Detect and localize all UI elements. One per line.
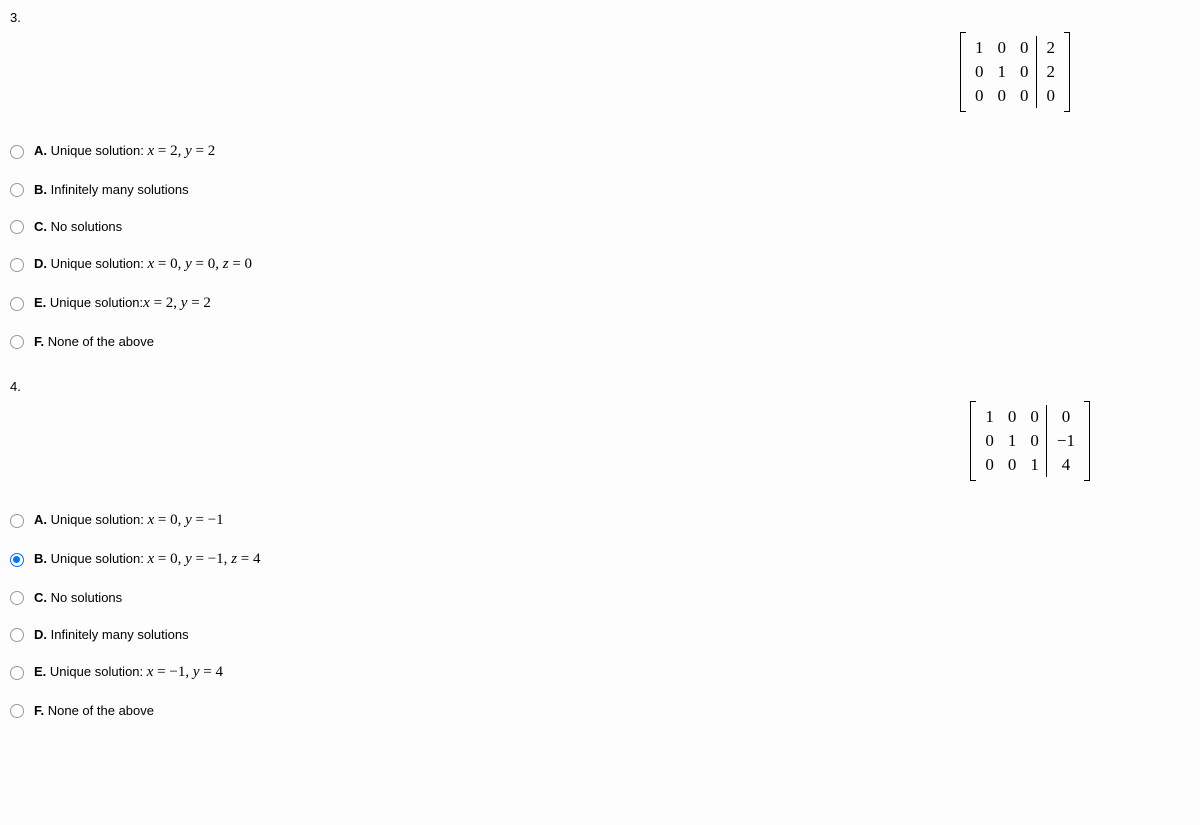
option-text: None of the above	[44, 703, 154, 718]
matrix-cell: 0	[1013, 84, 1036, 108]
option-label: A. Unique solution: x = 0, y = −1	[34, 512, 224, 529]
option-label: B. Unique solution: x = 0, y = −1, z = 4	[34, 551, 261, 568]
option-math: x = 0, y = 0, z = 0	[147, 256, 252, 272]
option-label: C. No solutions	[34, 590, 122, 605]
question-block: 3.100201020000A. Unique solution: x = 2,…	[10, 10, 1190, 349]
option-row[interactable]: E. Unique solution: x = −1, y = 4	[10, 664, 1190, 681]
radio-button[interactable]	[10, 591, 24, 605]
matrix-cell: 0	[1001, 405, 1024, 429]
option-label: F. None of the above	[34, 703, 154, 718]
option-text: Infinitely many solutions	[47, 182, 189, 197]
option-math: x = 2, y = 2	[147, 143, 215, 159]
matrix-cell: 0	[991, 84, 1014, 108]
option-label: B. Infinitely many solutions	[34, 182, 189, 197]
matrix-cell: −1	[1046, 429, 1082, 453]
radio-button[interactable]	[10, 628, 24, 642]
option-row[interactable]: A. Unique solution: x = 0, y = −1	[10, 512, 1190, 529]
radio-button[interactable]	[10, 335, 24, 349]
matrix-display: 1000010−10014	[970, 401, 1090, 484]
augmented-matrix: 100201020000	[960, 32, 1070, 112]
option-text: None of the above	[44, 334, 154, 349]
matrix-cell: 4	[1046, 453, 1082, 477]
matrix-cell: 2	[1036, 60, 1062, 84]
option-label: D. Infinitely many solutions	[34, 627, 189, 642]
option-row[interactable]: B. Unique solution: x = 0, y = −1, z = 4	[10, 551, 1190, 568]
radio-button[interactable]	[10, 145, 24, 159]
option-letter: B.	[34, 551, 47, 566]
matrix-cell: 0	[1046, 405, 1082, 429]
option-letter: F.	[34, 703, 44, 718]
radio-button[interactable]	[10, 183, 24, 197]
option-row[interactable]: C. No solutions	[10, 590, 1190, 605]
option-letter: D.	[34, 256, 47, 271]
matrix-cell: 0	[978, 453, 1001, 477]
option-math: x = 0, y = −1, z = 4	[147, 551, 260, 567]
option-letter: E.	[34, 295, 46, 310]
option-letter: C.	[34, 219, 47, 234]
option-text: Unique solution:	[46, 295, 143, 310]
option-row[interactable]: F. None of the above	[10, 334, 1190, 349]
option-row[interactable]: D. Unique solution: x = 0, y = 0, z = 0	[10, 256, 1190, 273]
matrix-cell: 0	[1036, 84, 1062, 108]
option-label: F. None of the above	[34, 334, 154, 349]
matrix-display: 100201020000	[960, 32, 1070, 115]
option-label: E. Unique solution: x = −1, y = 4	[34, 664, 223, 681]
option-text: Unique solution:	[46, 664, 146, 679]
matrix-cell: 0	[968, 84, 991, 108]
matrix-cell: 0	[978, 429, 1001, 453]
matrix-cell: 1	[991, 60, 1014, 84]
radio-button[interactable]	[10, 220, 24, 234]
matrix-cell: 0	[1013, 36, 1036, 60]
radio-button[interactable]	[10, 553, 24, 567]
option-label: E. Unique solution:x = 2, y = 2	[34, 295, 211, 312]
option-row[interactable]: D. Infinitely many solutions	[10, 627, 1190, 642]
question-number: 3.	[10, 10, 1190, 25]
matrix-cell: 0	[968, 60, 991, 84]
matrix-cell: 0	[1023, 405, 1046, 429]
option-text: Unique solution:	[47, 512, 147, 527]
option-row[interactable]: F. None of the above	[10, 703, 1190, 718]
option-text: No solutions	[47, 219, 122, 234]
option-row[interactable]: A. Unique solution: x = 2, y = 2	[10, 143, 1190, 160]
option-text: Unique solution:	[47, 143, 147, 158]
option-letter: C.	[34, 590, 47, 605]
option-label: C. No solutions	[34, 219, 122, 234]
matrix-cell: 2	[1036, 36, 1062, 60]
option-text: No solutions	[47, 590, 122, 605]
option-label: D. Unique solution: x = 0, y = 0, z = 0	[34, 256, 252, 273]
option-math: x = 2, y = 2	[143, 295, 211, 311]
option-text: Unique solution:	[47, 551, 147, 566]
matrix-cell: 1	[1001, 429, 1024, 453]
option-math: x = −1, y = 4	[147, 664, 223, 680]
question-block: 4.1000010−10014A. Unique solution: x = 0…	[10, 379, 1190, 718]
matrix-cell: 0	[1013, 60, 1036, 84]
option-letter: B.	[34, 182, 47, 197]
radio-button[interactable]	[10, 666, 24, 680]
option-letter: A.	[34, 143, 47, 158]
radio-button[interactable]	[10, 514, 24, 528]
matrix-cell: 1	[968, 36, 991, 60]
option-row[interactable]: B. Infinitely many solutions	[10, 182, 1190, 197]
matrix-cell: 0	[1001, 453, 1024, 477]
matrix-cell: 1	[1023, 453, 1046, 477]
radio-button[interactable]	[10, 704, 24, 718]
option-text: Infinitely many solutions	[47, 627, 189, 642]
option-row[interactable]: C. No solutions	[10, 219, 1190, 234]
radio-button[interactable]	[10, 297, 24, 311]
option-text: Unique solution:	[47, 256, 147, 271]
matrix-cell: 0	[991, 36, 1014, 60]
option-math: x = 0, y = −1	[147, 512, 223, 528]
matrix-cell: 0	[1023, 429, 1046, 453]
option-label: A. Unique solution: x = 2, y = 2	[34, 143, 215, 160]
radio-button[interactable]	[10, 258, 24, 272]
question-number: 4.	[10, 379, 1190, 394]
option-row[interactable]: E. Unique solution:x = 2, y = 2	[10, 295, 1190, 312]
augmented-matrix: 1000010−10014	[970, 401, 1090, 481]
option-letter: F.	[34, 334, 44, 349]
option-letter: A.	[34, 512, 47, 527]
option-letter: D.	[34, 627, 47, 642]
option-letter: E.	[34, 664, 46, 679]
matrix-cell: 1	[978, 405, 1001, 429]
